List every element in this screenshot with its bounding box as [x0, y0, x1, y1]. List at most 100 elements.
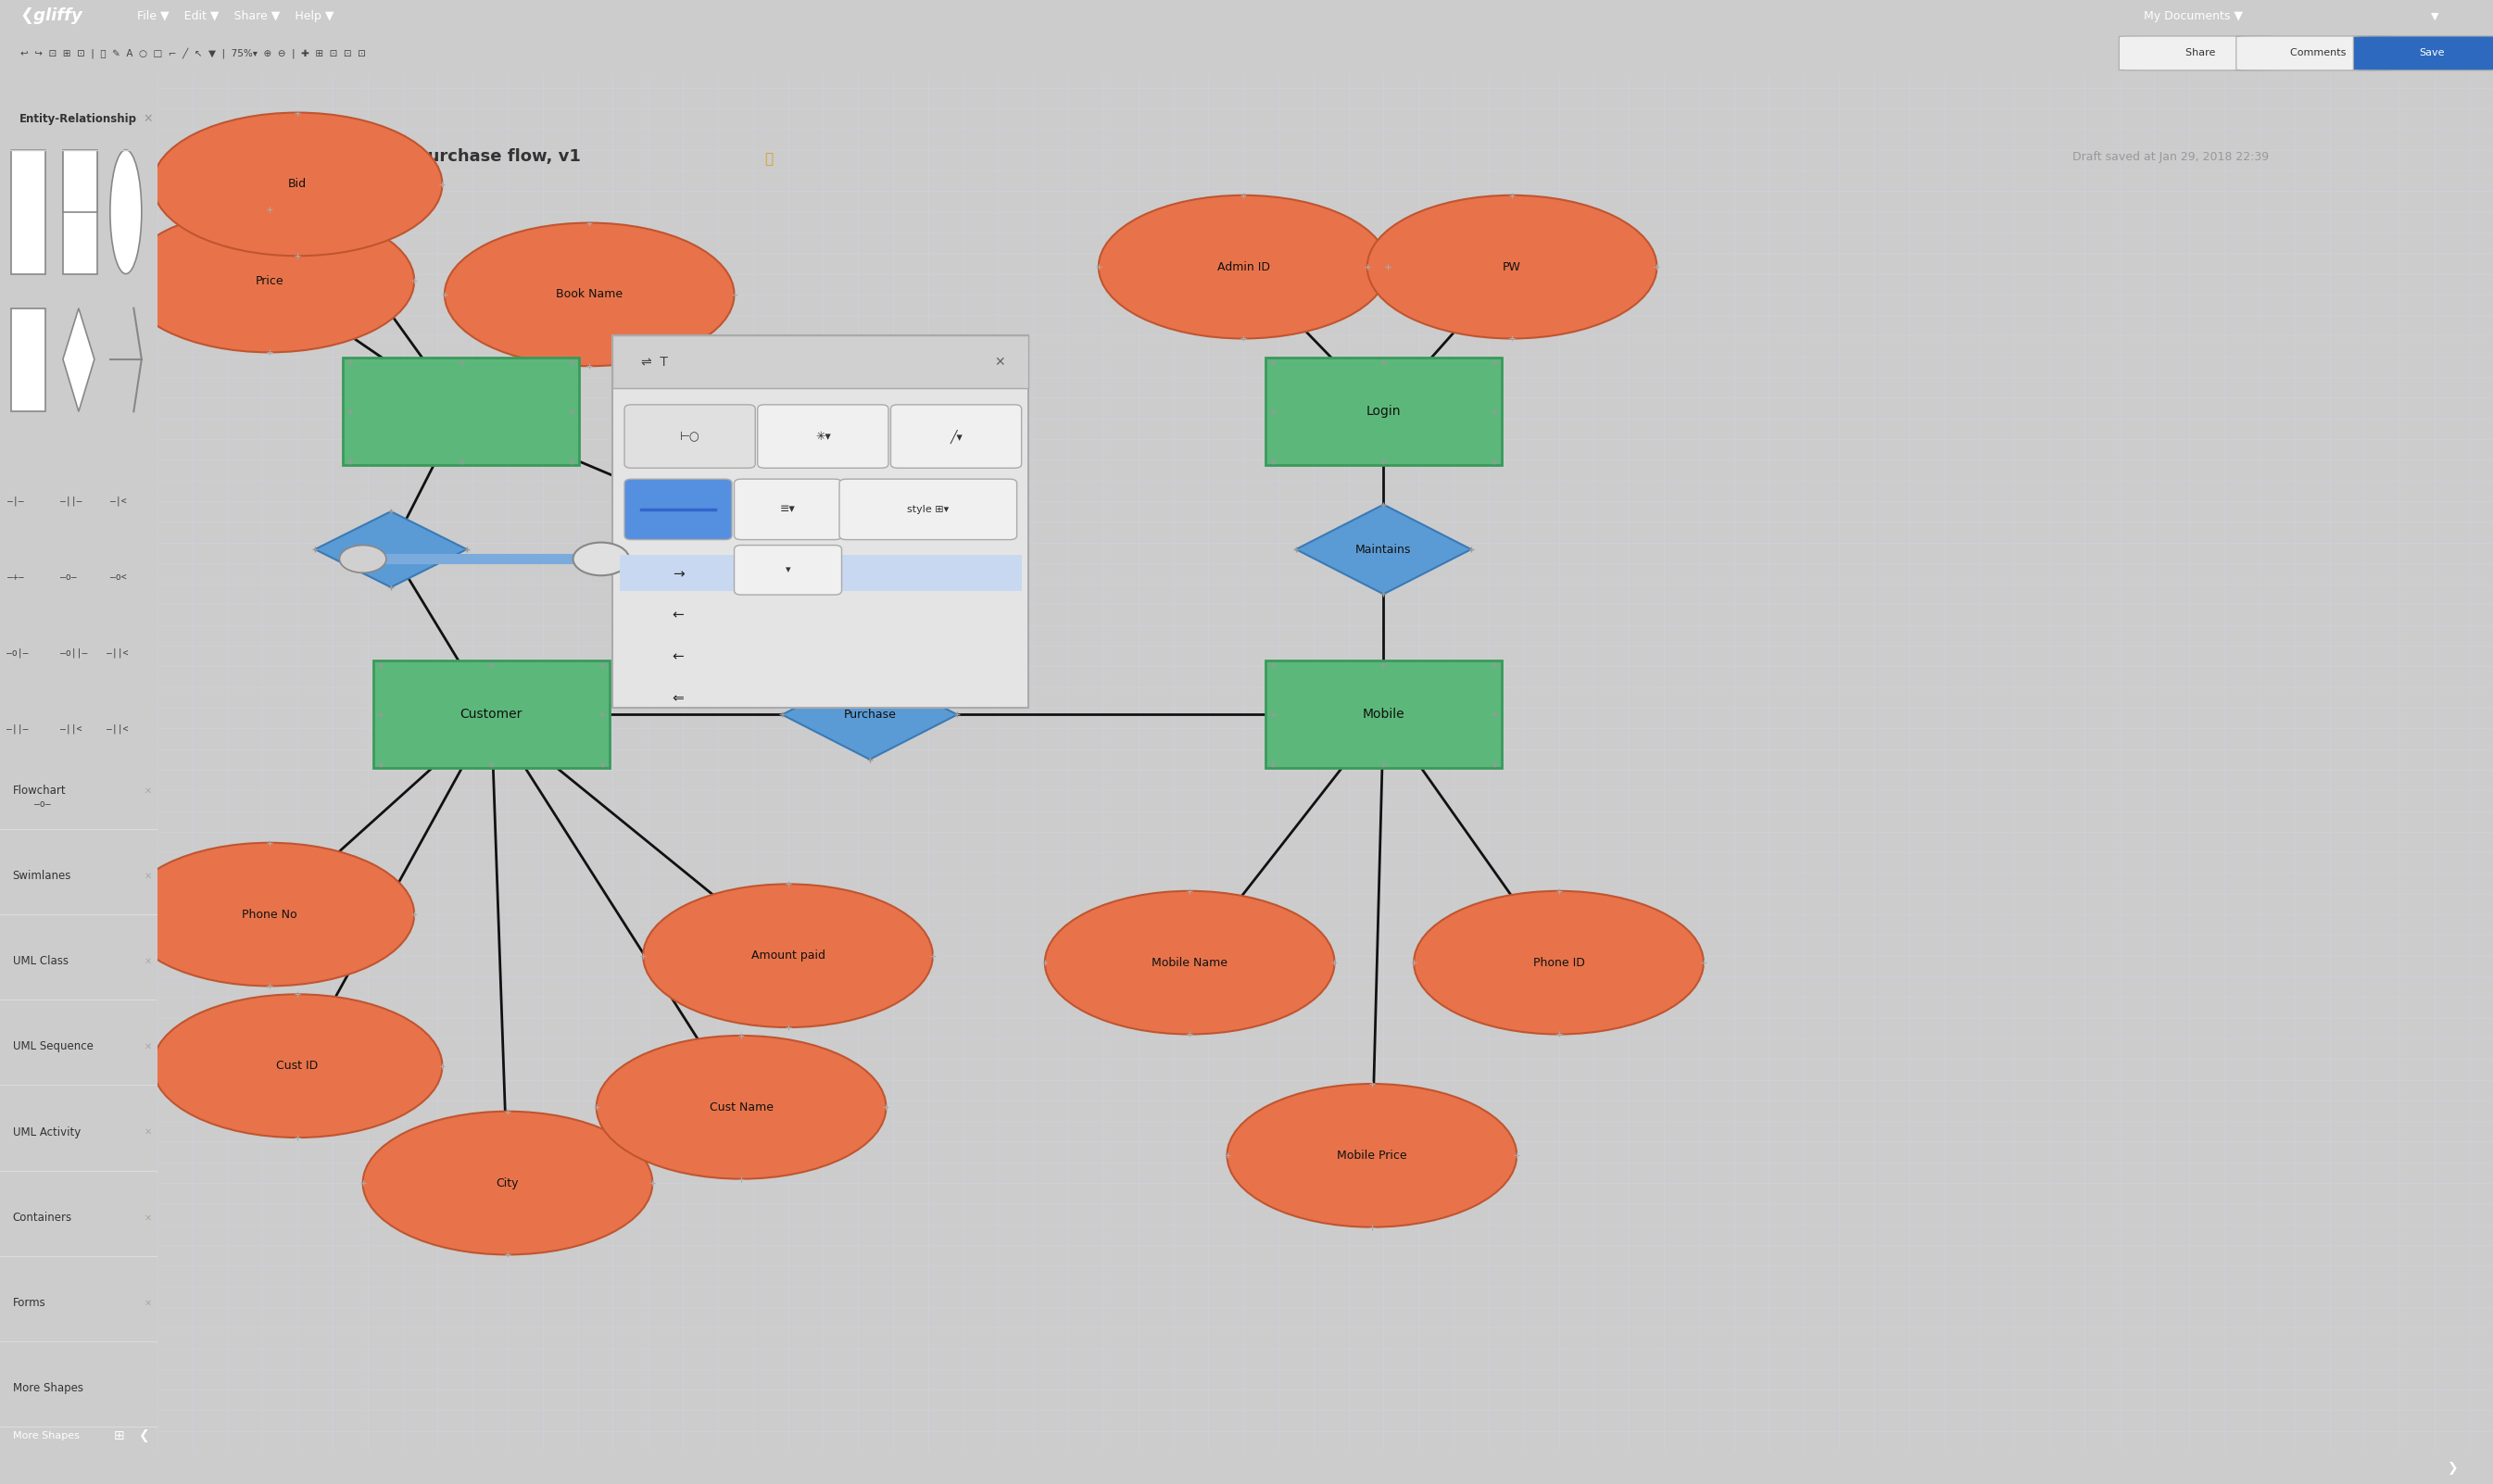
Text: Price: Price — [254, 275, 284, 286]
Text: Admin ID: Admin ID — [1217, 261, 1269, 273]
Text: ⇐: ⇐ — [673, 692, 683, 705]
Text: Phone ID: Phone ID — [1533, 957, 1586, 969]
FancyBboxPatch shape — [621, 555, 1022, 591]
Text: ←: ← — [673, 650, 683, 663]
Text: ≡▾: ≡▾ — [780, 503, 795, 515]
Text: ✕: ✕ — [145, 785, 152, 795]
Text: ✕: ✕ — [142, 113, 152, 125]
Text: —o||—: —o||— — [60, 649, 87, 657]
Text: ▼: ▼ — [2431, 12, 2438, 21]
Circle shape — [573, 543, 628, 576]
Text: —+—: —+— — [7, 573, 25, 582]
Text: Entity-Relationship: Entity-Relationship — [20, 113, 137, 125]
Ellipse shape — [152, 994, 441, 1138]
Text: Book Name: Book Name — [556, 288, 623, 300]
Text: Phone No: Phone No — [242, 908, 297, 920]
Text: —|—: —|— — [7, 496, 25, 506]
Text: ✕: ✕ — [145, 871, 152, 880]
FancyBboxPatch shape — [735, 545, 843, 595]
Text: UML Class: UML Class — [12, 956, 67, 968]
Text: ╱▾: ╱▾ — [950, 429, 962, 444]
Text: style ⊞▾: style ⊞▾ — [907, 505, 950, 513]
Text: ❮: ❮ — [140, 1429, 150, 1442]
Text: —||<: —||< — [60, 724, 82, 733]
Text: Purchase: Purchase — [843, 709, 895, 721]
Ellipse shape — [1227, 1083, 1516, 1227]
Text: ✳▾: ✳▾ — [815, 430, 830, 442]
Text: ✕: ✕ — [995, 356, 1005, 368]
Text: —o|—: —o|— — [7, 649, 27, 657]
FancyBboxPatch shape — [890, 405, 1022, 467]
Text: File ▼    Edit ▼    Share ▼    Help ▼: File ▼ Edit ▼ Share ▼ Help ▼ — [137, 10, 334, 22]
Text: Share: Share — [2179, 49, 2216, 58]
Text: Comments: Comments — [2284, 49, 2346, 58]
Text: ⇌  T: ⇌ T — [641, 356, 668, 368]
FancyBboxPatch shape — [1266, 358, 1501, 466]
Polygon shape — [62, 309, 95, 411]
FancyBboxPatch shape — [344, 358, 578, 466]
Text: More Shapes: More Shapes — [12, 1431, 80, 1439]
Text: Mobile Name: Mobile Name — [1152, 957, 1227, 969]
Text: Cust ID: Cust ID — [277, 1060, 319, 1071]
Text: ✕: ✕ — [145, 1128, 152, 1137]
Text: ❯: ❯ — [2448, 1462, 2458, 1474]
FancyBboxPatch shape — [840, 479, 1017, 540]
FancyBboxPatch shape — [758, 405, 888, 467]
Text: —||—: —||— — [60, 496, 82, 506]
Text: ⊞: ⊞ — [112, 1429, 125, 1442]
Ellipse shape — [643, 884, 932, 1027]
FancyBboxPatch shape — [623, 479, 733, 540]
Text: ⊢○: ⊢○ — [681, 430, 701, 442]
Text: Draft saved at Jan 29, 2018 22:39: Draft saved at Jan 29, 2018 22:39 — [2072, 151, 2269, 163]
Text: ✕: ✕ — [145, 1212, 152, 1223]
FancyBboxPatch shape — [374, 660, 608, 769]
Text: —|<: —|< — [110, 496, 127, 506]
FancyBboxPatch shape — [2119, 36, 2276, 70]
Polygon shape — [713, 512, 865, 588]
Text: ←: ← — [673, 608, 683, 622]
Ellipse shape — [152, 113, 441, 255]
Text: ↩  ↪  ⊡  ⊞  ⊡  |  ⬜  ✎  A  ○  □  ⌐  ╱  ↖  ▼  |  75%▾  ⊕  ⊖  |  ✚  ⊞  ⊡  ⊡  ⊡: ↩ ↪ ⊡ ⊞ ⊡ | ⬜ ✎ A ○ □ ⌐ ╱ ↖ ▼ | 75%▾ ⊕ ⊖… — [20, 47, 366, 59]
FancyBboxPatch shape — [2236, 36, 2393, 70]
Text: Maintains: Maintains — [1356, 543, 1411, 555]
FancyBboxPatch shape — [2353, 36, 2493, 70]
Text: Customer: Customer — [461, 708, 524, 721]
Text: Amount paid: Amount paid — [750, 950, 825, 962]
Text: —o—: —o— — [35, 800, 50, 809]
Ellipse shape — [110, 150, 142, 275]
Text: —o<: —o< — [110, 573, 127, 582]
Text: ▾: ▾ — [785, 565, 790, 574]
Text: ✕: ✕ — [145, 1042, 152, 1051]
Text: *ERD purchase flow, v1: *ERD purchase flow, v1 — [364, 148, 581, 165]
Bar — [10, 309, 45, 411]
Text: Mobile Price: Mobile Price — [1336, 1150, 1406, 1162]
Text: —o—: —o— — [60, 573, 77, 582]
Bar — [62, 150, 97, 275]
FancyBboxPatch shape — [613, 335, 1030, 389]
Ellipse shape — [125, 209, 414, 352]
Text: PW: PW — [1503, 261, 1521, 273]
Text: —||<: —||< — [107, 649, 130, 657]
FancyBboxPatch shape — [735, 479, 843, 540]
Ellipse shape — [1414, 890, 1703, 1034]
Text: Containers: Containers — [12, 1211, 72, 1223]
Text: UML Sequence: UML Sequence — [12, 1040, 92, 1052]
Text: Flowchart: Flowchart — [12, 785, 65, 797]
Text: Swimlanes: Swimlanes — [12, 870, 72, 881]
Polygon shape — [783, 669, 957, 760]
Text: ✕: ✕ — [145, 957, 152, 966]
Ellipse shape — [364, 1112, 653, 1254]
Text: Bid: Bid — [289, 178, 307, 190]
Ellipse shape — [1366, 196, 1658, 338]
Polygon shape — [314, 512, 466, 588]
Text: My Documents ▼: My Documents ▼ — [2144, 10, 2244, 22]
Bar — [62, 150, 97, 212]
Circle shape — [339, 545, 386, 573]
FancyBboxPatch shape — [623, 405, 755, 467]
Text: →: → — [673, 567, 683, 582]
Text: 🔒: 🔒 — [765, 153, 773, 166]
Text: Cust Name: Cust Name — [711, 1101, 773, 1113]
Text: Forms: Forms — [12, 1297, 45, 1309]
FancyBboxPatch shape — [1266, 660, 1501, 769]
Ellipse shape — [444, 223, 735, 367]
